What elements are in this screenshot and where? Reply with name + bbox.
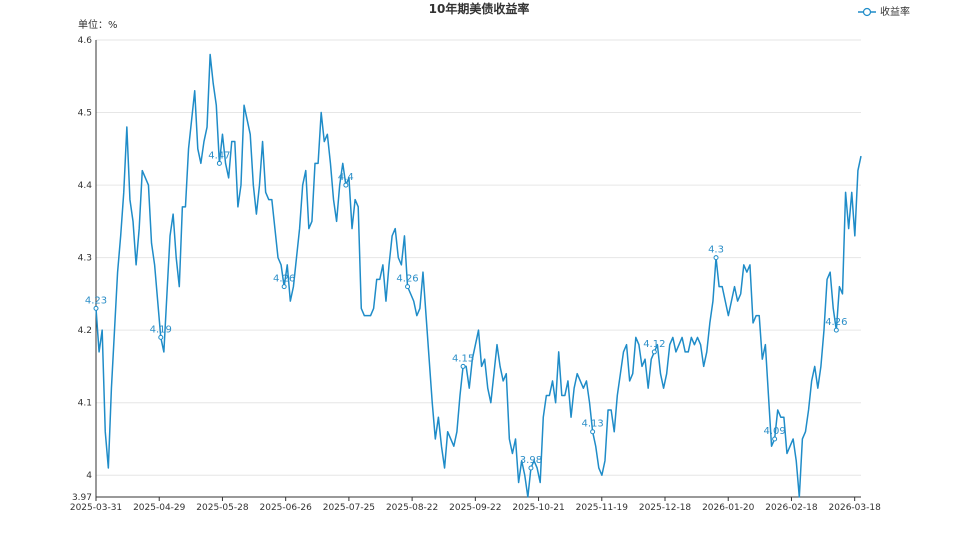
data-point-label: 4.26 (825, 317, 847, 328)
data-point-marker[interactable] (158, 334, 164, 340)
x-tick-label: 2025-03-31 (70, 503, 122, 513)
x-tick-label: 2026-03-18 (829, 503, 882, 513)
y-tick-label: 4.1 (78, 399, 92, 409)
data-point-marker[interactable] (772, 436, 778, 442)
x-tick-label: 2025-05-28 (196, 503, 249, 513)
x-tick-label: 2025-11-19 (576, 503, 629, 513)
data-point-marker[interactable] (343, 182, 349, 188)
data-point-label: 4.47 (208, 150, 230, 161)
data-point-marker[interactable] (460, 363, 466, 369)
data-point-label: 4.23 (85, 295, 107, 306)
data-point-label: 4.19 (150, 324, 172, 335)
data-point-label: 4.09 (763, 426, 785, 437)
data-point-marker[interactable] (713, 255, 719, 261)
x-tick-label: 2025-12-18 (639, 503, 692, 513)
data-point-marker[interactable] (528, 465, 534, 471)
data-point-label: 4.15 (452, 353, 474, 364)
y-tick-label: 4.6 (78, 36, 93, 46)
y-tick-label: 3.97 (72, 493, 92, 503)
y-tick-label: 4 (86, 471, 92, 481)
data-point-marker[interactable] (590, 429, 596, 435)
data-point-marker[interactable] (833, 327, 839, 333)
series-yield (95, 53, 862, 498)
legend[interactable]: 收益率 (858, 5, 910, 18)
x-tick-label: 2025-06-26 (260, 503, 313, 513)
y-axis: 3.97 4 4.1 4.2 4.3 4.4 4.5 4.6 (72, 36, 97, 503)
data-point-label: 4.12 (643, 339, 665, 350)
data-point-marker[interactable] (405, 284, 411, 290)
data-point-label: 4.26 (396, 274, 418, 285)
data-point-label: 4.3 (708, 245, 724, 256)
y-tick-label: 4.3 (78, 254, 92, 264)
x-tick-label: 2026-02-18 (765, 503, 818, 513)
data-point-marker[interactable] (651, 349, 657, 355)
x-tick-label: 2025-09-22 (449, 503, 501, 513)
data-point-label: 3.98 (520, 455, 542, 466)
unit-label: 单位：% (78, 18, 118, 31)
data-point-marker[interactable] (216, 160, 222, 166)
grid-lines (96, 39, 861, 476)
series-line (95, 53, 862, 498)
x-tick-label: 2025-10-21 (512, 503, 564, 513)
x-tick-label: 2025-04-29 (133, 503, 186, 513)
x-tick-label: 2026-01-20 (702, 503, 755, 513)
y-tick-label: 4.2 (78, 326, 92, 336)
x-axis: 2025-03-31 2025-04-29 2025-05-28 2025-06-26… (70, 496, 882, 513)
data-point-marker[interactable] (93, 305, 99, 311)
data-point-label: 4.26 (273, 274, 295, 285)
y-tick-label: 4.4 (78, 181, 93, 191)
chart-title: 10年期美债收益率 (429, 1, 530, 16)
data-point-marker[interactable] (281, 284, 287, 290)
x-tick-label: 2025-07-25 (323, 503, 375, 513)
x-tick-label: 2025-08-22 (386, 503, 438, 513)
legend-label-yield: 收益率 (880, 5, 910, 18)
y-tick-label: 4.5 (78, 109, 92, 119)
data-point-label: 4.13 (582, 419, 604, 430)
data-point-label: 4.4 (338, 172, 354, 183)
data-labels: 4.23 4.19 4.47 4.26 4.4 4.26 4.15 3.98 4.13 4.12 4… (85, 150, 847, 471)
